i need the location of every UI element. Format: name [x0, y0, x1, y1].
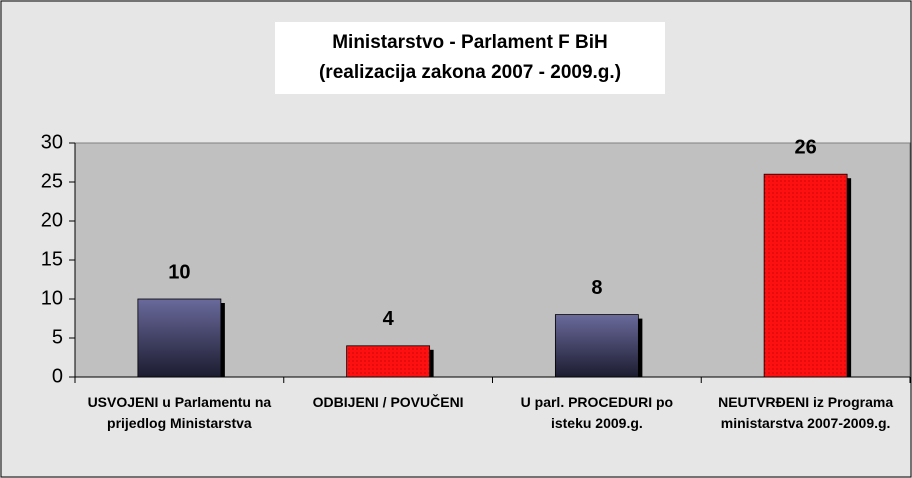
y-tick-label: 25	[41, 170, 63, 192]
x-tick-label: ODBIJENI / POVUČENI	[312, 394, 464, 410]
value-label: 4	[383, 308, 395, 330]
bar	[137, 298, 222, 378]
bar	[554, 314, 639, 378]
y-tick-label: 15	[41, 248, 63, 270]
chart-title: Ministarstvo - Parlament F BiH	[332, 32, 608, 53]
bar	[763, 173, 848, 378]
value-label: 10	[168, 261, 190, 283]
y-tick-label: 30	[41, 131, 63, 153]
x-tick-label: NEUTVRĐENI iz Programa ministarstva 2007…	[718, 394, 894, 431]
y-tick-label: 10	[41, 287, 63, 309]
x-tick-label: U parl. PROCEDURI po isteku 2009.g.	[520, 394, 674, 431]
value-label: 26	[795, 136, 817, 158]
value-label: 8	[591, 277, 602, 299]
y-tick-label: 5	[52, 326, 63, 348]
x-tick-label: USVOJENI u Parlamentu na prijedlog Minis…	[87, 394, 272, 431]
y-tick-label: 20	[41, 209, 63, 231]
y-tick-label: 0	[52, 365, 63, 387]
title-box: Ministarstvo - Parlament F BiH (realizac…	[275, 22, 665, 94]
bar	[346, 345, 431, 378]
chart-subtitle: (realizacija zakona 2007 - 2009.g.)	[318, 62, 622, 83]
